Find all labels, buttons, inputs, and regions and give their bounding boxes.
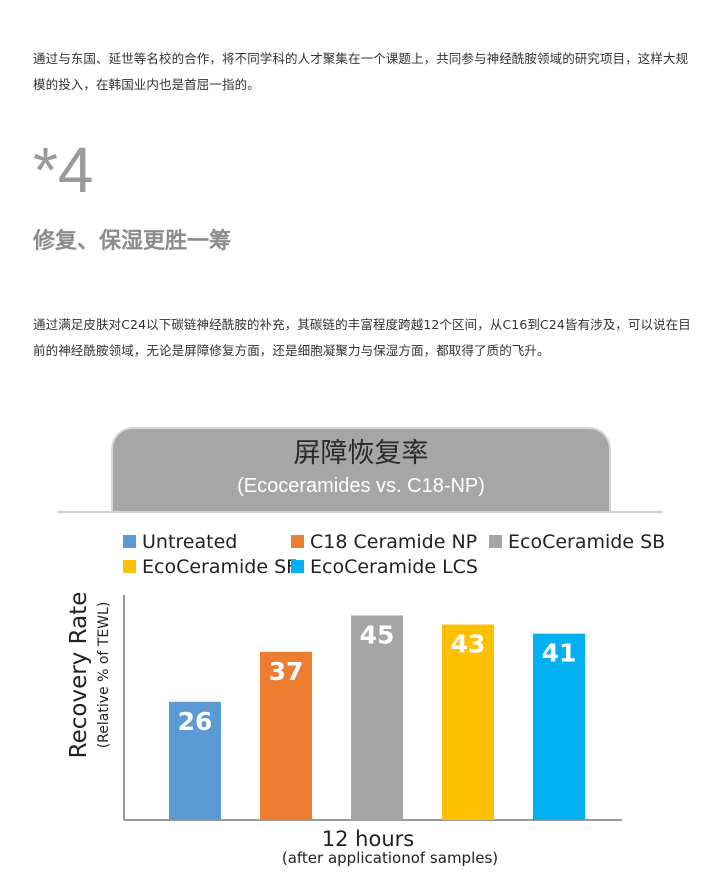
bar-0 (169, 701, 221, 820)
legend-label-2: EcoCeramide SB (508, 531, 665, 553)
chart-title-banner: 屏障恢复率 (Ecoceramides vs. C18-NP) (111, 427, 611, 513)
recovery-rate-bar-chart: Untreated C18 Ceramide NP EcoCeramide SB Ec… (66, 531, 665, 867)
legend-label-1: C18 Ceramide NP (310, 531, 477, 553)
banner-divider (57, 511, 663, 513)
x-axis-label: 12 hours (322, 827, 414, 851)
legend-swatch-0 (123, 535, 136, 548)
chart-bars: 26 37 45 43 41 (169, 615, 585, 820)
legend-label-0: Untreated (142, 531, 237, 553)
bar-value-label-1: 37 (269, 657, 304, 686)
intro-paragraph: 通过与东国、延世等名校的合作，将不同学科的人才聚集在一个课题上，共同参与神经酰胺… (33, 51, 689, 92)
legend-label-4: EcoCeramide LCS (310, 556, 478, 578)
section-number: *4 (33, 134, 94, 206)
bar-4 (533, 633, 585, 820)
chart-subtitle: (Ecoceramides vs. C18-NP) (237, 475, 485, 497)
bar-value-label-2: 45 (360, 620, 395, 649)
bar-2 (351, 615, 403, 820)
bar-value-label-4: 41 (542, 639, 577, 668)
x-axis-sublabel: (after applicationof samples) (282, 849, 498, 867)
section-title: 修复、保湿更胜一筹 (33, 229, 232, 254)
bar-value-label-0: 26 (178, 707, 213, 736)
chart-legend: Untreated C18 Ceramide NP EcoCeramide SB Ec… (123, 531, 665, 578)
legend-swatch-3 (123, 560, 136, 573)
y-axis-sublabel: (Relative % of TEWL) (96, 602, 112, 749)
bar-value-label-3: 43 (451, 630, 486, 659)
body-paragraph: 通过满足皮肤对C24以下碳链神经酰胺的补充，其碳链的丰富程度跨越12个区间，从C… (33, 317, 691, 358)
chart-title: 屏障恢复率 (293, 438, 429, 469)
y-axis-label: Recovery Rate (66, 592, 92, 759)
legend-swatch-4 (291, 560, 304, 573)
bar-3 (442, 624, 494, 820)
legend-label-3: EcoCeramide SF (142, 556, 297, 578)
legend-swatch-1 (291, 535, 304, 548)
legend-swatch-2 (489, 535, 502, 548)
bar-1 (260, 651, 312, 820)
